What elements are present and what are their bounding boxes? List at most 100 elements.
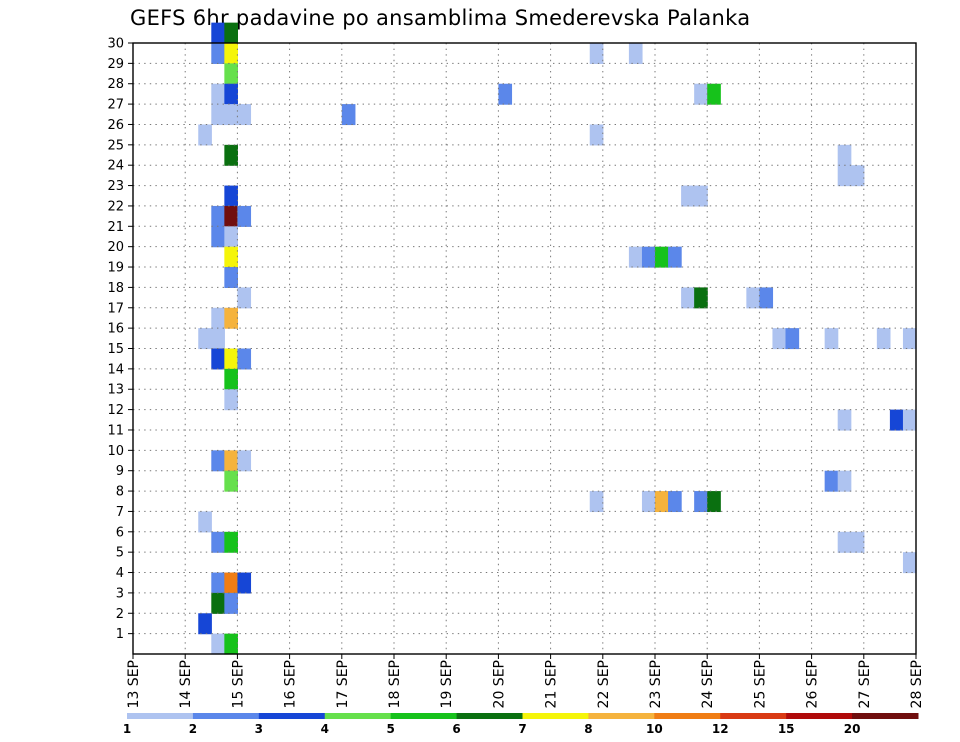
colorbar-swatch <box>852 713 919 719</box>
precip-cell <box>772 328 787 350</box>
y-tick-label: 11 <box>107 423 124 438</box>
y-tick-label: 14 <box>107 362 124 377</box>
x-tick-label: 24 SEP <box>700 660 716 708</box>
precip-cell <box>668 491 682 513</box>
precip-cell <box>211 592 225 614</box>
precip-cell <box>694 83 708 105</box>
colorbar-label: 8 <box>584 722 592 736</box>
colorbar-label: 12 <box>712 722 729 736</box>
precip-cell <box>224 104 238 126</box>
y-tick-label: 29 <box>107 57 124 72</box>
precip-cell <box>211 348 225 370</box>
precip-cell <box>211 83 225 105</box>
precip-cell <box>589 491 604 513</box>
x-tick-label: 21 SEP <box>544 660 560 708</box>
precip-cell <box>211 104 225 126</box>
precip-cell <box>850 531 865 553</box>
precip-cell <box>655 246 669 268</box>
precip-cell <box>237 348 252 370</box>
colorbar-label: 5 <box>386 722 394 736</box>
precip-cell <box>759 287 774 309</box>
x-tick-label: 17 SEP <box>335 660 351 708</box>
precip-cell <box>211 205 225 227</box>
precip-cell <box>628 246 643 268</box>
precip-cell <box>785 328 800 350</box>
y-tick-label: 8 <box>116 485 124 500</box>
y-tick-label: 23 <box>107 179 124 194</box>
x-tick-label: 20 SEP <box>491 660 507 708</box>
precip-cell <box>694 287 708 309</box>
colorbar-label: 20 <box>844 722 861 736</box>
precip-cell <box>224 531 238 553</box>
y-tick-label: 6 <box>116 525 124 540</box>
precip-cell <box>589 43 604 64</box>
precip-cell <box>655 491 669 513</box>
precip-cell <box>589 124 604 146</box>
precip-cell <box>876 328 891 350</box>
precip-cell <box>224 307 238 329</box>
colorbar-label: 2 <box>189 722 197 736</box>
colorbar-swatch <box>720 713 787 719</box>
y-tick-label: 3 <box>116 586 124 601</box>
colorbar-swatch <box>324 713 392 719</box>
precip-cell <box>237 104 252 126</box>
x-tick-label: 28 SEP <box>909 660 925 708</box>
precip-cell <box>224 43 238 64</box>
colorbar-swatch <box>588 713 655 719</box>
precip-cell <box>224 22 238 44</box>
x-tick-label: 26 SEP <box>805 660 821 708</box>
x-tick-label: 13 SEP <box>126 660 142 708</box>
precip-cell <box>224 226 238 248</box>
precip-cell <box>902 552 917 574</box>
precip-cell <box>211 450 225 472</box>
precip-cell <box>902 409 917 431</box>
precip-cell <box>211 22 225 44</box>
x-tick-label: 19 SEP <box>439 660 455 708</box>
y-tick-label: 26 <box>107 118 124 133</box>
colorbar-swatch <box>522 713 589 719</box>
colorbar-swatch <box>456 713 523 719</box>
precip-cell <box>224 83 238 105</box>
precip-cell <box>668 246 682 268</box>
x-tick-label: 14 SEP <box>178 660 194 708</box>
precip-cell <box>224 592 238 614</box>
x-tick-label: 25 SEP <box>752 660 768 708</box>
y-tick-label: 18 <box>107 281 124 296</box>
precip-cell <box>694 491 708 513</box>
y-tick-label: 9 <box>116 464 124 479</box>
y-tick-label: 16 <box>107 322 124 337</box>
precip-cell <box>837 531 852 553</box>
precip-cell <box>198 124 212 146</box>
precip-cell <box>198 613 212 635</box>
precip-cell <box>211 226 225 248</box>
y-tick-label: 25 <box>107 138 124 153</box>
y-tick-label: 24 <box>107 159 124 174</box>
precip-cell <box>641 246 656 268</box>
precip-cell <box>224 368 238 390</box>
y-tick-label: 28 <box>107 77 124 92</box>
y-tick-label: 5 <box>116 546 124 561</box>
precip-cell <box>341 104 356 126</box>
precip-cell <box>224 63 238 85</box>
precip-cell <box>211 328 225 350</box>
precip-cell <box>224 348 238 370</box>
x-tick-label: 27 SEP <box>857 660 873 708</box>
precip-cell <box>837 144 852 166</box>
precip-cell <box>211 531 225 553</box>
y-tick-label: 1 <box>116 627 124 642</box>
precip-cell <box>628 43 643 64</box>
precip-cell <box>224 144 238 166</box>
y-tick-label: 17 <box>107 301 124 316</box>
precip-cell <box>824 470 839 492</box>
y-tick-label: 2 <box>116 607 124 622</box>
precip-cell <box>224 205 238 227</box>
precip-cell <box>224 470 238 492</box>
precip-cell <box>224 185 238 207</box>
precip-cell <box>746 287 760 309</box>
precip-cell <box>889 409 904 431</box>
y-tick-label: 30 <box>107 37 124 52</box>
y-tick-label: 21 <box>107 220 124 235</box>
y-tick-label: 12 <box>107 403 124 418</box>
precip-cell <box>237 572 252 594</box>
